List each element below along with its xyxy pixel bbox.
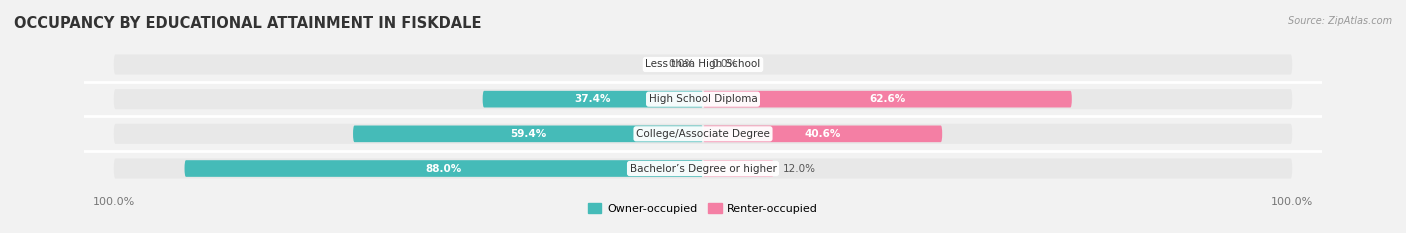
FancyBboxPatch shape bbox=[114, 55, 1292, 75]
Text: 37.4%: 37.4% bbox=[575, 94, 612, 104]
FancyBboxPatch shape bbox=[482, 91, 703, 107]
Text: 40.6%: 40.6% bbox=[804, 129, 841, 139]
Text: 0.0%: 0.0% bbox=[711, 59, 738, 69]
Text: 0.0%: 0.0% bbox=[668, 59, 695, 69]
Text: College/Associate Degree: College/Associate Degree bbox=[636, 129, 770, 139]
Text: 88.0%: 88.0% bbox=[426, 164, 463, 174]
FancyBboxPatch shape bbox=[184, 160, 703, 177]
Text: OCCUPANCY BY EDUCATIONAL ATTAINMENT IN FISKDALE: OCCUPANCY BY EDUCATIONAL ATTAINMENT IN F… bbox=[14, 16, 482, 31]
Text: High School Diploma: High School Diploma bbox=[648, 94, 758, 104]
Text: 62.6%: 62.6% bbox=[869, 94, 905, 104]
FancyBboxPatch shape bbox=[703, 160, 773, 177]
FancyBboxPatch shape bbox=[703, 91, 1071, 107]
Text: 12.0%: 12.0% bbox=[783, 164, 815, 174]
Legend: Owner-occupied, Renter-occupied: Owner-occupied, Renter-occupied bbox=[583, 199, 823, 218]
Text: 59.4%: 59.4% bbox=[510, 129, 546, 139]
FancyBboxPatch shape bbox=[114, 158, 1292, 178]
FancyBboxPatch shape bbox=[114, 89, 1292, 109]
FancyBboxPatch shape bbox=[353, 126, 703, 142]
Text: Less than High School: Less than High School bbox=[645, 59, 761, 69]
Text: Bachelor’s Degree or higher: Bachelor’s Degree or higher bbox=[630, 164, 776, 174]
FancyBboxPatch shape bbox=[703, 126, 942, 142]
FancyBboxPatch shape bbox=[114, 124, 1292, 144]
Text: Source: ZipAtlas.com: Source: ZipAtlas.com bbox=[1288, 16, 1392, 26]
